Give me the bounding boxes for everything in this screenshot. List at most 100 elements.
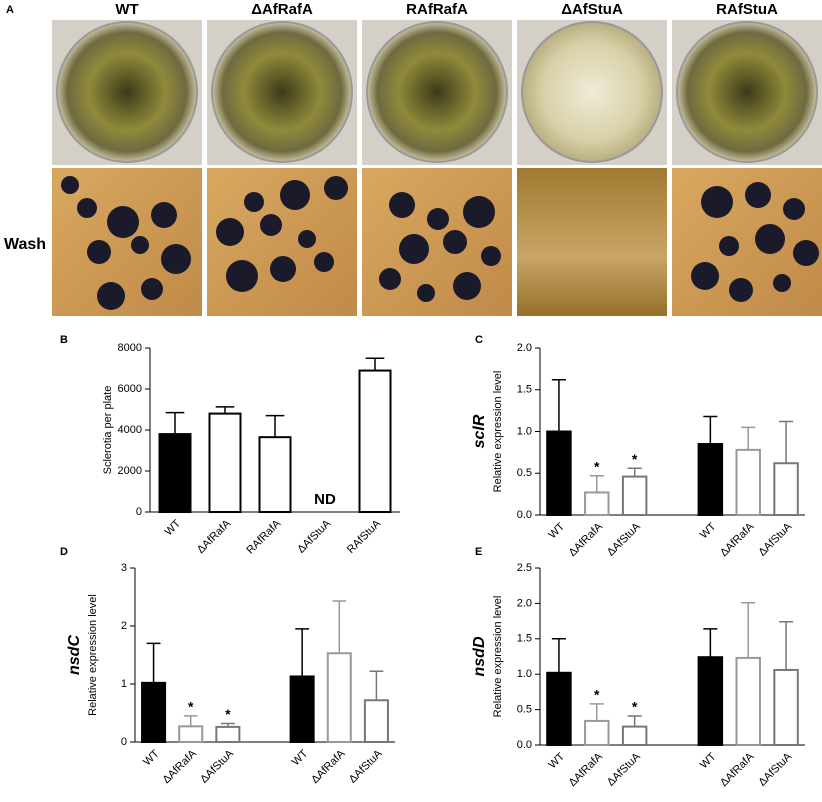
panel-label: A bbox=[6, 4, 14, 16]
sclerotium bbox=[379, 268, 401, 290]
x-tick-label: ΔAfStuA bbox=[605, 750, 643, 788]
y-tick-label: 2.0 bbox=[517, 597, 532, 609]
error-bar bbox=[551, 638, 566, 673]
sclerotium bbox=[745, 182, 771, 208]
error-bar bbox=[365, 357, 385, 371]
sclerotium bbox=[87, 240, 111, 264]
sclerotium bbox=[314, 252, 334, 272]
bar bbox=[208, 412, 242, 514]
x-tick-label: ΔAfRafA bbox=[567, 520, 606, 559]
x-tick-label: WT bbox=[163, 517, 184, 538]
y-tick-label: 1.5 bbox=[517, 384, 532, 396]
y-tick-label: 2000 bbox=[118, 465, 142, 477]
column-label: ΔAfRafA bbox=[251, 1, 313, 18]
bar bbox=[178, 725, 204, 744]
y-tick-label: 2.5 bbox=[517, 562, 532, 574]
plate bbox=[521, 21, 663, 163]
annotation: * bbox=[225, 706, 231, 722]
bar bbox=[621, 725, 648, 746]
plate bbox=[676, 21, 818, 163]
annotation: * bbox=[188, 699, 194, 715]
y-tick-label: 4000 bbox=[118, 424, 142, 436]
plate bbox=[211, 21, 353, 163]
bar bbox=[697, 443, 724, 516]
y-tick-label: 1.0 bbox=[517, 425, 532, 437]
gene-label: sclR bbox=[471, 414, 488, 448]
error-bar bbox=[183, 715, 198, 727]
error-bar bbox=[627, 467, 642, 477]
bar bbox=[358, 369, 392, 513]
x-tick-label: RAfRafA bbox=[244, 517, 283, 556]
bar bbox=[773, 462, 799, 517]
sclerotium bbox=[280, 180, 310, 210]
bar bbox=[735, 448, 761, 516]
x-tick-label: ΔAfStuA bbox=[295, 517, 333, 555]
x-tick-label: ΔAfRafA bbox=[718, 750, 757, 789]
sclerotium bbox=[427, 208, 449, 230]
y-tick-label: 1.5 bbox=[517, 633, 532, 645]
wash-photo bbox=[517, 168, 667, 316]
error-bar bbox=[627, 715, 642, 727]
y-axis-title: Relative expression level bbox=[492, 371, 504, 493]
sclerotium bbox=[691, 262, 719, 290]
sclerotium bbox=[161, 244, 191, 274]
error-bar bbox=[265, 414, 285, 438]
sclerotium bbox=[151, 202, 177, 228]
y-tick-label: 3 bbox=[121, 562, 127, 574]
sclerotium bbox=[793, 240, 819, 266]
bar bbox=[258, 436, 292, 513]
sclerotium bbox=[216, 218, 244, 246]
bar bbox=[141, 681, 167, 744]
x-tick-label: ΔAfStuA bbox=[605, 520, 643, 558]
x-tick-label: WT bbox=[141, 747, 162, 768]
y-tick-label: 1 bbox=[121, 678, 127, 690]
y-axis-title: Relative expression level bbox=[492, 596, 504, 718]
plate bbox=[56, 21, 198, 163]
y-tick-label: 6000 bbox=[118, 383, 142, 395]
error-bar bbox=[779, 420, 794, 464]
y-axis-title: Sclerotia per plate bbox=[102, 386, 114, 475]
x-tick-label: ΔAfRafA bbox=[161, 747, 200, 786]
error-bar bbox=[589, 703, 604, 721]
sclerotium bbox=[107, 206, 139, 238]
x-tick-label: ΔAfRafA bbox=[567, 750, 606, 789]
error-bar bbox=[703, 415, 718, 445]
y-tick-label: 8000 bbox=[118, 342, 142, 354]
error-bar bbox=[779, 621, 794, 670]
bar bbox=[697, 656, 724, 747]
error-bar bbox=[215, 406, 235, 414]
bar bbox=[289, 675, 315, 744]
gene-label: nsdD bbox=[471, 636, 488, 676]
error-bar bbox=[703, 628, 718, 658]
sclerotium bbox=[324, 176, 348, 200]
panel-label: E bbox=[475, 546, 482, 558]
error-bar bbox=[741, 601, 756, 658]
x-tick-label: ΔAfStuA bbox=[347, 747, 385, 785]
y-tick-label: 0.5 bbox=[517, 704, 532, 716]
annotation: * bbox=[594, 458, 600, 474]
error-bar bbox=[295, 628, 310, 677]
column-label: WT bbox=[115, 1, 138, 18]
x-tick-label: WT bbox=[698, 750, 719, 771]
error-bar bbox=[551, 378, 566, 432]
sclerotium bbox=[389, 192, 415, 218]
panel-label: B bbox=[60, 334, 68, 346]
sclerotium bbox=[783, 198, 805, 220]
sclerotium bbox=[131, 236, 149, 254]
column-label: RAfStuA bbox=[716, 1, 778, 18]
bar bbox=[363, 699, 389, 743]
column-label: ΔAfStuA bbox=[561, 1, 623, 18]
sclerotium bbox=[298, 230, 316, 248]
annotation: * bbox=[632, 451, 638, 467]
bar bbox=[621, 475, 648, 516]
y-tick-label: 1.0 bbox=[517, 668, 532, 680]
bar bbox=[158, 433, 192, 514]
annotation: * bbox=[594, 687, 600, 703]
y-tick-label: 0.0 bbox=[517, 509, 532, 521]
x-tick-label: ΔAfRafA bbox=[309, 747, 348, 786]
error-bar bbox=[589, 475, 604, 493]
sclerotium bbox=[463, 196, 495, 228]
bar bbox=[326, 652, 352, 744]
x-tick-label: WT bbox=[547, 520, 568, 541]
